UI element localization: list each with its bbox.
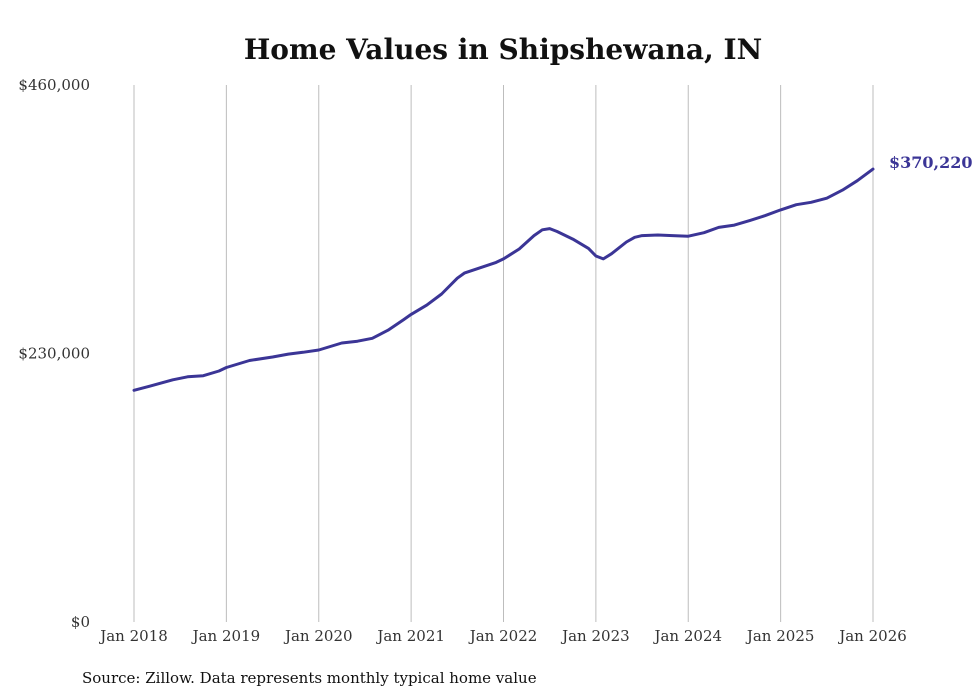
x-tick-label-5: Jan 2023 [560, 627, 630, 645]
x-tick-label-2: Jan 2020 [283, 627, 353, 645]
x-tick-label-6: Jan 2024 [652, 627, 722, 645]
chart-title: Home Values in Shipshewana, IN [244, 33, 762, 66]
series-line-0 [132, 167, 875, 392]
source-note: Source: Zillow. Data represents monthly … [82, 669, 537, 687]
y-tick-label-0: $0 [71, 613, 90, 631]
x-tick-label-8: Jan 2026 [837, 627, 907, 645]
x-tick-label-0: Jan 2018 [98, 627, 168, 645]
y-tick-label-2: $460,000 [18, 76, 90, 94]
series-layer: $370,220 [132, 153, 973, 392]
x-tick-label-7: Jan 2025 [745, 627, 815, 645]
x-tick-label-4: Jan 2022 [468, 627, 538, 645]
x-axis-tick-labels: Jan 2018 Jan 2019 Jan 2020 Jan 2021 Jan 2022… [98, 627, 907, 645]
end-value-label: $370,220 [889, 153, 973, 172]
vertical-gridlines [133, 85, 874, 622]
y-axis-tick-labels: $0 $230,000 $460,000 [18, 76, 90, 631]
x-tick-label-1: Jan 2019 [191, 627, 261, 645]
x-tick-label-3: Jan 2021 [375, 627, 445, 645]
y-tick-label-1: $230,000 [18, 345, 90, 363]
